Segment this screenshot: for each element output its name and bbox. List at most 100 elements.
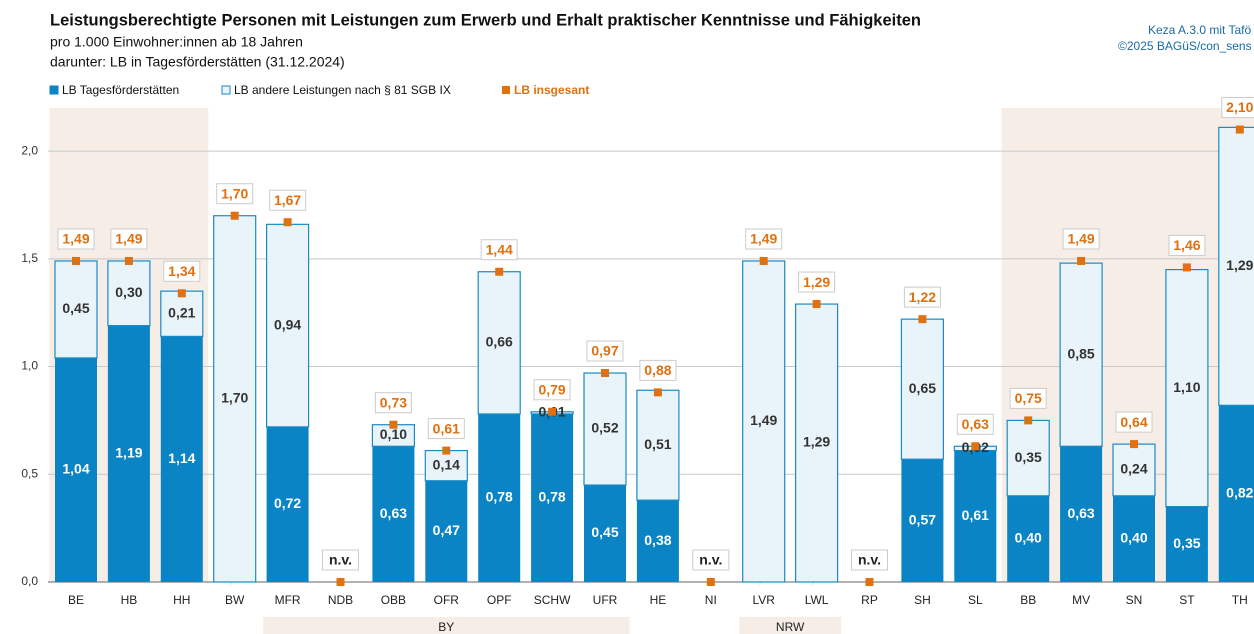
total-marker bbox=[548, 407, 557, 416]
total-label: 0,79 bbox=[538, 381, 565, 397]
bar-segment bbox=[478, 413, 521, 582]
total-marker bbox=[1130, 440, 1138, 449]
total-marker bbox=[442, 446, 451, 455]
x-tick-label: BB bbox=[1020, 593, 1036, 607]
total-label: 0,64 bbox=[1120, 414, 1147, 430]
value-label: 0,35 bbox=[1015, 449, 1042, 465]
bar-segment bbox=[213, 215, 257, 583]
legend-swatch bbox=[502, 86, 510, 94]
x-tick-label: LVR bbox=[752, 593, 775, 607]
total-label-box bbox=[1221, 97, 1254, 119]
bar-segment bbox=[1006, 419, 1050, 497]
bar-segment bbox=[107, 260, 151, 327]
x-tick-label: SCHW bbox=[534, 593, 571, 607]
total-label: 1,67 bbox=[274, 192, 301, 208]
value-label: 0,45 bbox=[591, 524, 618, 540]
total-label-box bbox=[163, 260, 201, 282]
bar-segment bbox=[372, 446, 415, 582]
value-label: 1,04 bbox=[62, 461, 89, 477]
bar-segment bbox=[266, 426, 309, 582]
total-marker bbox=[759, 256, 768, 265]
legend-label: LB insgesant bbox=[514, 83, 589, 97]
x-tick-label: ST bbox=[1179, 593, 1195, 607]
total-label: 1,22 bbox=[909, 289, 936, 305]
value-label: 0,52 bbox=[591, 420, 618, 436]
x-tick-label: SL bbox=[968, 593, 983, 607]
value-label: 0,51 bbox=[644, 436, 671, 452]
chart-title: Leistungsberechtigte Personen mit Leistu… bbox=[50, 11, 921, 29]
total-label: 1,49 bbox=[62, 231, 89, 247]
x-tick-label: HB bbox=[121, 593, 138, 607]
total-label: 1,46 bbox=[1173, 237, 1200, 253]
total-marker bbox=[283, 218, 292, 227]
bar-segment bbox=[583, 372, 627, 486]
total-label-box bbox=[427, 418, 465, 440]
y-tick-label: 1,5 bbox=[21, 251, 38, 265]
total-label-box bbox=[374, 392, 412, 414]
total-label: 1,49 bbox=[1067, 231, 1094, 247]
subtitle: darunter: LB in Tagesförderstätten (31.1… bbox=[50, 54, 345, 70]
total-label: 0,63 bbox=[962, 416, 989, 432]
total-marker bbox=[1182, 263, 1191, 272]
total-marker bbox=[495, 267, 504, 276]
y-tick-label: 2,0 bbox=[21, 143, 38, 157]
value-label: 0,10 bbox=[380, 426, 407, 442]
value-label: 0,40 bbox=[1120, 530, 1147, 546]
value-label: 1,70 bbox=[221, 390, 248, 406]
value-label: 0,61 bbox=[962, 507, 989, 523]
value-label: 0,63 bbox=[1067, 505, 1094, 521]
total-marker bbox=[812, 300, 821, 309]
total-marker bbox=[653, 388, 662, 397]
total-label-box bbox=[1168, 234, 1206, 256]
value-label: 0,78 bbox=[486, 489, 513, 505]
bar-segment bbox=[794, 303, 839, 583]
total-label-box bbox=[1062, 228, 1100, 250]
total-label-box bbox=[745, 228, 783, 250]
bar-segment bbox=[160, 336, 203, 582]
value-label: 0,72 bbox=[274, 495, 301, 511]
total-marker bbox=[1235, 125, 1244, 134]
total-label: n.v. bbox=[329, 552, 352, 568]
group-band bbox=[739, 617, 842, 634]
legend-label: LB Tagesförderstätten bbox=[62, 83, 179, 97]
x-tick-label: SH bbox=[914, 593, 931, 607]
total-marker bbox=[601, 369, 609, 378]
y-tick-label: 1,0 bbox=[21, 359, 38, 373]
total-label-box bbox=[586, 340, 624, 362]
bar-segment bbox=[107, 325, 150, 582]
total-label: 0,97 bbox=[591, 343, 618, 359]
total-label-box bbox=[269, 189, 307, 211]
total-label-box bbox=[57, 228, 95, 250]
value-label: 0,78 bbox=[538, 489, 565, 505]
bar-segment bbox=[1113, 495, 1155, 582]
total-label: 1,49 bbox=[115, 231, 142, 247]
value-label: 0,66 bbox=[486, 334, 513, 350]
value-label: 1,14 bbox=[168, 450, 195, 466]
value-label: 1,10 bbox=[1173, 379, 1200, 395]
total-label-box bbox=[480, 239, 518, 261]
total-label: 1,44 bbox=[486, 241, 513, 257]
total-label: 1,49 bbox=[750, 231, 777, 247]
total-label-box bbox=[692, 549, 730, 571]
value-label: 0,63 bbox=[380, 505, 407, 521]
bar-segment bbox=[1165, 268, 1209, 508]
bar-segment bbox=[636, 389, 680, 501]
value-label: 0,30 bbox=[115, 284, 142, 300]
total-label-box bbox=[216, 183, 254, 205]
bar-segment bbox=[1165, 506, 1208, 582]
subtitle: pro 1.000 Einwohner:innen ab 18 Jahren bbox=[50, 34, 303, 50]
bar-segment bbox=[1007, 495, 1050, 582]
total-marker bbox=[177, 289, 186, 298]
bar-segment bbox=[425, 480, 468, 582]
value-label: 1,19 bbox=[115, 445, 142, 461]
total-label: 0,75 bbox=[1015, 390, 1042, 406]
total-label-box bbox=[851, 549, 888, 571]
bar-segment bbox=[1060, 446, 1103, 582]
total-label: 0,73 bbox=[380, 394, 407, 410]
legend-label: LB andere Leistungen nach § 81 SGB IX bbox=[234, 83, 451, 97]
total-label-box bbox=[1009, 387, 1047, 409]
x-tick-label: TH bbox=[1232, 593, 1248, 607]
source: ©2025 BAGüS/con_sens bbox=[1118, 39, 1252, 53]
group-label: NRW bbox=[776, 620, 805, 634]
